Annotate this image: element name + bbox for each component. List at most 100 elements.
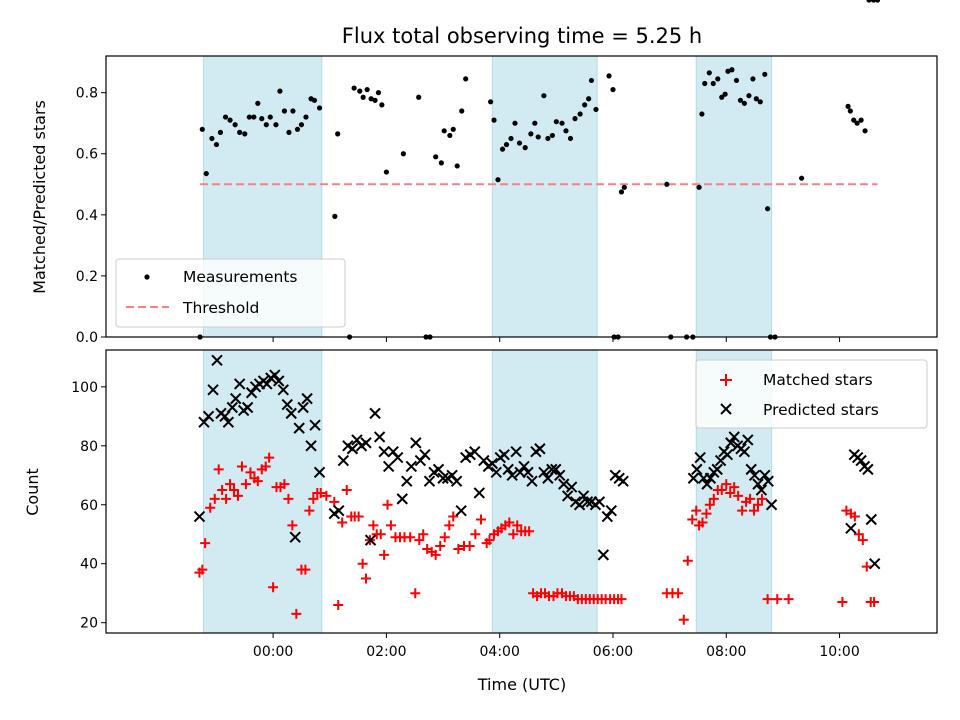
matched-star-marker bbox=[504, 517, 515, 528]
measurement-point bbox=[251, 114, 257, 120]
bottom-shaded-intervals bbox=[202, 349, 773, 634]
predicted-star-marker bbox=[565, 481, 578, 493]
matched-star-marker bbox=[729, 482, 740, 493]
predicted-star-marker bbox=[759, 469, 771, 481]
predicted-star-marker bbox=[862, 463, 874, 476]
matched-star-marker bbox=[205, 502, 216, 513]
top-axes-frame bbox=[105, 55, 938, 338]
matched-star-marker bbox=[691, 505, 702, 516]
matched-star-marker bbox=[678, 614, 689, 625]
predicted-star-marker bbox=[765, 499, 778, 511]
predicted-star-marker bbox=[202, 410, 215, 423]
predicted-star-marker bbox=[561, 490, 574, 502]
top-x-ticks bbox=[272, 337, 841, 342]
measurement-point bbox=[255, 100, 261, 106]
predicted-star-marker bbox=[293, 422, 305, 434]
measurement-point bbox=[298, 122, 305, 128]
matched-star-marker bbox=[315, 487, 326, 498]
measurement-point bbox=[618, 189, 625, 195]
predicted-star-marker bbox=[401, 475, 413, 487]
predicted-star-marker bbox=[469, 445, 481, 458]
measurement-point bbox=[416, 94, 422, 100]
measurement-point bbox=[606, 73, 612, 79]
top-panel: 0.00.20.40.60.8 Matched/Predicted stars … bbox=[30, 0, 938, 346]
measurement-point bbox=[273, 122, 279, 128]
predicted-star-marker bbox=[752, 478, 764, 490]
measurements-legend-marker bbox=[144, 274, 150, 280]
matched-star-marker bbox=[221, 493, 232, 504]
measurement-point bbox=[733, 77, 740, 84]
measurement-point bbox=[491, 117, 497, 123]
predicted-star-marker bbox=[193, 510, 206, 523]
predicted-star-marker bbox=[855, 454, 867, 467]
matched-star-marker bbox=[217, 485, 228, 496]
measurement-point bbox=[263, 122, 269, 128]
matched-star-marker bbox=[682, 555, 693, 566]
bottom-legend: Matched stars Predicted stars bbox=[695, 359, 928, 429]
measurement-point bbox=[854, 120, 860, 126]
predicted-star-marker bbox=[273, 375, 285, 387]
bottom-axes-frame bbox=[105, 349, 938, 634]
predicted-star-marker bbox=[423, 475, 436, 487]
predicted-star-marker bbox=[450, 475, 463, 487]
measurement-point bbox=[512, 120, 518, 126]
measurement-point bbox=[699, 111, 705, 117]
matched-star-marker bbox=[379, 549, 390, 560]
matched-star-marker bbox=[687, 514, 698, 525]
measurement-point bbox=[332, 213, 338, 219]
matched-star-marker bbox=[236, 461, 247, 472]
x-tick-label: 04:00 bbox=[480, 644, 520, 660]
measurement-point bbox=[750, 76, 756, 82]
predicted-legend-label: Predicted stars bbox=[763, 401, 879, 419]
measurement-point bbox=[862, 128, 868, 134]
measurement-point bbox=[702, 80, 708, 87]
matched-star-marker bbox=[337, 517, 348, 528]
matched-star-marker bbox=[762, 594, 773, 605]
measurements-legend-label: Measurements bbox=[183, 268, 298, 286]
matched-star-marker bbox=[341, 485, 352, 496]
measurement-point bbox=[586, 96, 592, 102]
measurement-point bbox=[227, 117, 233, 123]
matched-star-marker bbox=[708, 493, 719, 504]
matched-star-marker bbox=[304, 505, 315, 516]
measurement-point bbox=[277, 88, 283, 94]
predicted-star-marker bbox=[557, 478, 570, 490]
measurement-point bbox=[559, 120, 565, 126]
x-tick-label: 06:00 bbox=[593, 644, 633, 660]
x-tick-label: 10:00 bbox=[819, 644, 859, 660]
matched-star-marker bbox=[430, 549, 441, 560]
measurement-point bbox=[433, 154, 439, 160]
measurement-point bbox=[441, 128, 447, 134]
measurement-point bbox=[199, 126, 205, 132]
measurement-point bbox=[290, 108, 296, 114]
matched-star-marker bbox=[291, 608, 302, 619]
predicted-star-marker bbox=[868, 558, 881, 570]
x-tick-label: 00:00 bbox=[253, 644, 293, 660]
measurement-point bbox=[874, 0, 881, 3]
predicted-star-marker bbox=[742, 434, 754, 446]
predicted-star-marker bbox=[534, 443, 546, 455]
measurement-point bbox=[246, 114, 252, 120]
matched-star-marker bbox=[745, 493, 756, 504]
matched-star-marker bbox=[375, 529, 386, 540]
predicted-star-marker bbox=[396, 493, 408, 505]
predicted-star-marker bbox=[762, 475, 774, 487]
measurement-point bbox=[357, 88, 363, 94]
top-legend: Measurements Threshold bbox=[115, 258, 346, 328]
matched-star-marker bbox=[268, 582, 279, 593]
measurement-point bbox=[541, 93, 547, 99]
predicted-star-marker bbox=[309, 419, 321, 431]
matched-star-marker bbox=[673, 588, 684, 599]
top-y-ticks: 0.0 0.2 0.4 0.6 0.8 bbox=[76, 86, 106, 346]
predicted-star-marker bbox=[506, 469, 518, 481]
matched-star-marker bbox=[225, 479, 236, 490]
matched-star-marker bbox=[484, 535, 495, 546]
matched-star-marker bbox=[837, 597, 848, 608]
measurement-point bbox=[582, 102, 588, 108]
bottom-x-ticks: 00:00 02:00 04:00 06:00 08:00 10:00 bbox=[253, 633, 860, 660]
matched-star-marker bbox=[279, 479, 290, 490]
predicted-star-marker bbox=[405, 460, 418, 473]
matched-star-marker bbox=[721, 479, 732, 490]
predicted-star-marker bbox=[261, 378, 273, 390]
measurement-point bbox=[847, 108, 853, 114]
